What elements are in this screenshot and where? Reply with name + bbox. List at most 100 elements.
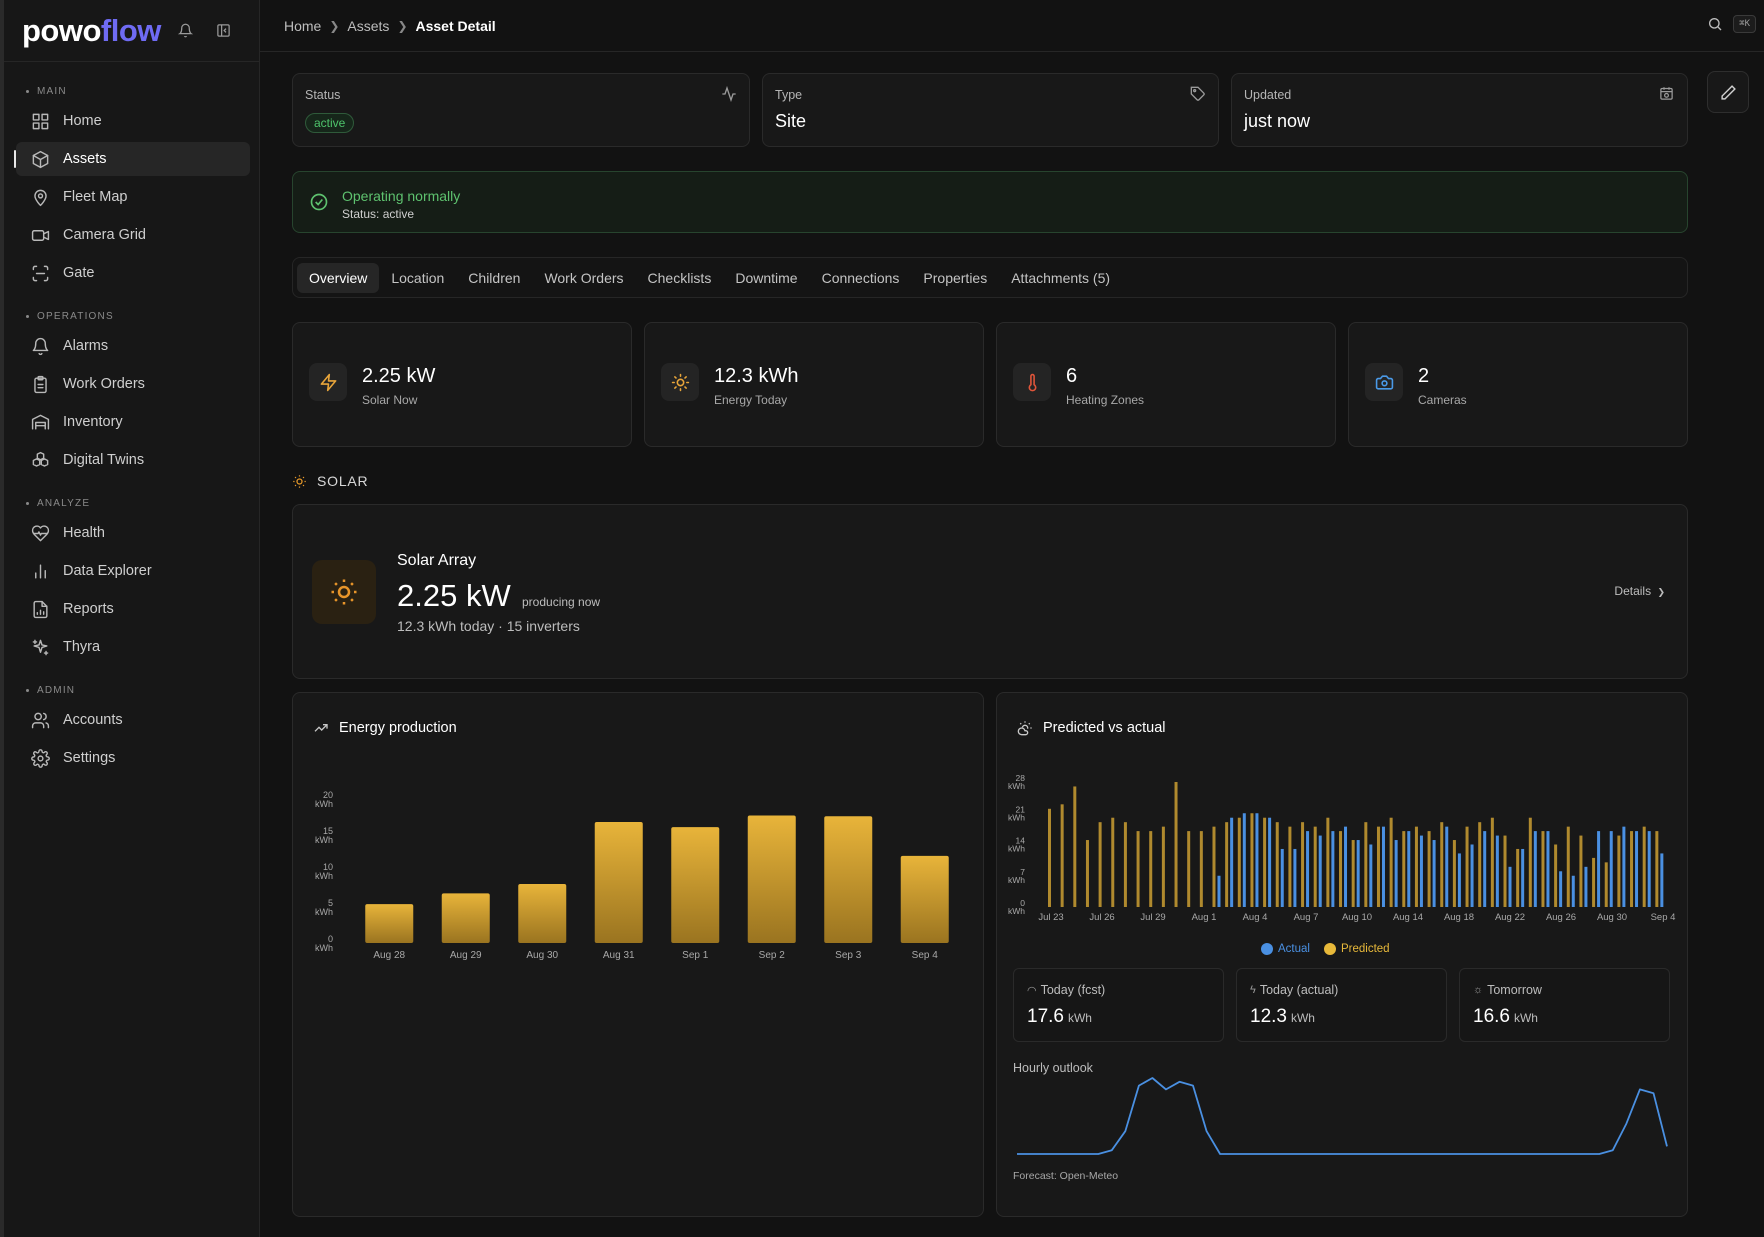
predicted-bar[interactable] — [1073, 786, 1077, 907]
actual-bar[interactable] — [1407, 831, 1411, 907]
sidebar-item-gate[interactable]: Gate — [16, 256, 250, 290]
actual-bar[interactable] — [1660, 853, 1664, 907]
actual-bar[interactable] — [1268, 817, 1272, 907]
sidebar-item-home[interactable]: Home — [16, 104, 250, 138]
predicted-bar[interactable] — [1427, 831, 1431, 907]
legend-actual[interactable]: Actual — [1261, 943, 1310, 955]
actual-bar[interactable] — [1571, 875, 1575, 907]
tab-children[interactable]: Children — [468, 269, 521, 286]
predicted-bar[interactable] — [1604, 862, 1608, 907]
bar[interactable] — [900, 855, 949, 943]
sidebar-item-accounts[interactable]: Accounts — [16, 703, 250, 737]
sidebar-item-data-explorer[interactable]: Data Explorer — [16, 554, 250, 588]
actual-bar[interactable] — [1609, 831, 1613, 907]
actual-bar[interactable] — [1597, 831, 1601, 907]
bar[interactable] — [747, 815, 796, 943]
actual-bar[interactable] — [1635, 831, 1639, 907]
predicted-bar[interactable] — [1617, 835, 1621, 907]
sidebar-item-assets[interactable]: Assets — [14, 142, 250, 176]
predicted-bar[interactable] — [1592, 857, 1596, 907]
predicted-bar[interactable] — [1655, 831, 1659, 907]
sidebar-item-work-orders[interactable]: Work Orders — [16, 367, 250, 401]
sidebar-item-fleet-map[interactable]: Fleet Map — [16, 180, 250, 214]
tab-location[interactable]: Location — [391, 269, 445, 286]
predicted-bar[interactable] — [1212, 826, 1216, 907]
predicted-bar[interactable] — [1440, 822, 1444, 907]
sidebar-item-inventory[interactable]: Inventory — [16, 405, 250, 439]
actual-bar[interactable] — [1584, 866, 1588, 907]
predicted-bar[interactable] — [1275, 822, 1279, 907]
predicted-bar[interactable] — [1161, 826, 1165, 907]
sidebar-item-camera-grid[interactable]: Camera Grid — [16, 218, 250, 252]
breadcrumb-home[interactable]: Home — [284, 17, 322, 34]
bar[interactable] — [441, 893, 490, 943]
predicted-bar[interactable] — [1288, 826, 1292, 907]
predicted-bar[interactable] — [1642, 826, 1646, 907]
actual-bar[interactable] — [1293, 848, 1297, 907]
actual-bar[interactable] — [1394, 840, 1398, 907]
logo[interactable]: powoflow — [22, 13, 161, 49]
actual-bar[interactable] — [1255, 813, 1259, 907]
tab-properties[interactable]: Properties — [923, 269, 988, 286]
actual-bar[interactable] — [1217, 875, 1221, 907]
bar[interactable] — [518, 883, 567, 943]
predicted-bar[interactable] — [1528, 817, 1532, 907]
legend-predicted[interactable]: Predicted — [1323, 943, 1390, 955]
predicted-bar[interactable] — [1402, 831, 1406, 907]
sidebar-toggle-icon[interactable] — [215, 22, 233, 40]
actual-bar[interactable] — [1356, 840, 1360, 907]
actual-bar[interactable] — [1331, 831, 1335, 907]
predicted-bar[interactable] — [1174, 782, 1178, 907]
predicted-bar[interactable] — [1579, 835, 1583, 907]
predicted-bar[interactable] — [1339, 831, 1343, 907]
actual-bar[interactable] — [1533, 831, 1537, 907]
predicted-bar[interactable] — [1630, 831, 1634, 907]
actual-bar[interactable] — [1242, 813, 1246, 907]
actual-bar[interactable] — [1230, 817, 1234, 907]
predicted-bar[interactable] — [1263, 817, 1267, 907]
actual-bar[interactable] — [1306, 831, 1310, 907]
edit-button[interactable] — [1707, 71, 1749, 113]
tab-downtime[interactable]: Downtime — [735, 269, 798, 286]
actual-bar[interactable] — [1419, 835, 1423, 907]
predicted-bar[interactable] — [1301, 822, 1305, 907]
predicted-bar[interactable] — [1111, 817, 1115, 907]
predicted-bar[interactable] — [1187, 831, 1191, 907]
sidebar-item-health[interactable]: Health — [16, 516, 250, 550]
sidebar-item-alarms[interactable]: Alarms — [16, 329, 250, 363]
tab-work-orders[interactable]: Work Orders — [544, 269, 624, 286]
search-icon[interactable] — [1707, 16, 1723, 32]
tab-checklists[interactable]: Checklists — [647, 269, 712, 286]
predicted-bar[interactable] — [1566, 826, 1570, 907]
predicted-bar[interactable] — [1376, 826, 1380, 907]
predicted-bar[interactable] — [1351, 840, 1355, 907]
predicted-bar[interactable] — [1364, 822, 1368, 907]
actual-bar[interactable] — [1546, 831, 1550, 907]
predicted-bar[interactable] — [1149, 831, 1153, 907]
actual-bar[interactable] — [1495, 835, 1499, 907]
predicted-bar[interactable] — [1389, 817, 1393, 907]
actual-bar[interactable] — [1280, 848, 1284, 907]
predicted-bar[interactable] — [1326, 817, 1330, 907]
search-shortcut[interactable]: ⌘K — [1733, 15, 1756, 33]
solar-array-card[interactable]: Solar Array 2.25 kW producing now 12.3 k… — [292, 504, 1688, 679]
predicted-bar[interactable] — [1478, 822, 1482, 907]
predicted-bar[interactable] — [1048, 808, 1051, 907]
predicted-bar[interactable] — [1123, 822, 1127, 907]
actual-bar[interactable] — [1344, 826, 1348, 907]
actual-bar[interactable] — [1445, 826, 1449, 907]
predicted-bar[interactable] — [1199, 831, 1203, 907]
bar[interactable] — [365, 904, 414, 943]
predicted-bar[interactable] — [1516, 848, 1520, 907]
tab-attachments[interactable]: Attachments (5) — [1011, 269, 1111, 286]
notification-bell-icon[interactable] — [177, 22, 195, 40]
actual-bar[interactable] — [1508, 866, 1512, 907]
predicted-bar[interactable] — [1503, 835, 1507, 907]
actual-bar[interactable] — [1470, 844, 1474, 908]
predicted-bar[interactable] — [1313, 826, 1317, 907]
predicted-bar[interactable] — [1490, 817, 1494, 907]
actual-bar[interactable] — [1369, 844, 1373, 908]
predicted-bar[interactable] — [1060, 804, 1064, 907]
sidebar-item-thyra[interactable]: Thyra — [16, 630, 250, 664]
sidebar-item-digital-twins[interactable]: Digital Twins — [16, 443, 250, 477]
